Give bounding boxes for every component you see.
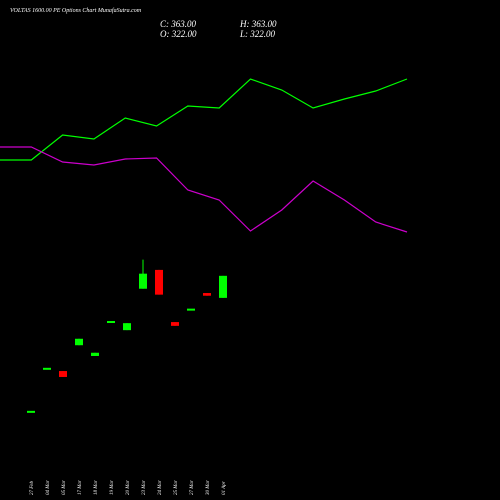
ohlc-label: H: 363.00 bbox=[239, 19, 277, 29]
candle-body bbox=[27, 410, 35, 413]
x-tick-label: 05 Mar bbox=[62, 480, 67, 495]
chart-title: VOLTAS 1600.00 PE Options Chart MunafaSu… bbox=[10, 7, 142, 14]
x-tick-label: 27 Mar bbox=[190, 480, 195, 495]
candle-body bbox=[43, 367, 51, 370]
line-series bbox=[0, 78, 408, 161]
candle-body bbox=[187, 308, 195, 311]
candle-body bbox=[219, 275, 227, 298]
x-tick-label: 20 Mar bbox=[126, 480, 131, 495]
candle-body bbox=[155, 269, 163, 295]
candle-body bbox=[139, 273, 147, 289]
candle-body bbox=[91, 352, 99, 356]
candle-body bbox=[75, 338, 83, 346]
x-tick-label: 17 Mar bbox=[78, 480, 83, 495]
x-tick-label: 24 Mar bbox=[158, 480, 163, 495]
x-tick-label: 19 Mar bbox=[110, 480, 115, 495]
ohlc-label: C: 363.00 bbox=[160, 19, 197, 29]
candle-body bbox=[107, 321, 115, 324]
line-series bbox=[0, 146, 408, 233]
candle-body bbox=[59, 371, 67, 377]
ohlc-label: L: 322.00 bbox=[239, 29, 276, 39]
ohlc-label: O: 322.00 bbox=[160, 29, 197, 39]
x-tick-label: 23 Mar bbox=[142, 480, 147, 495]
x-tick-label: 04 Mar bbox=[46, 480, 51, 495]
candle-body bbox=[171, 322, 179, 326]
x-tick-label: 25 Mar bbox=[174, 480, 179, 495]
x-tick-label: 18 Mar bbox=[94, 480, 99, 495]
candle-body bbox=[203, 293, 211, 296]
x-tick-label: 30 Mar bbox=[206, 480, 211, 495]
x-tick-label: 01 Apr bbox=[222, 481, 227, 495]
x-tick-label: 27 Feb bbox=[30, 480, 35, 495]
candle-body bbox=[123, 323, 131, 331]
